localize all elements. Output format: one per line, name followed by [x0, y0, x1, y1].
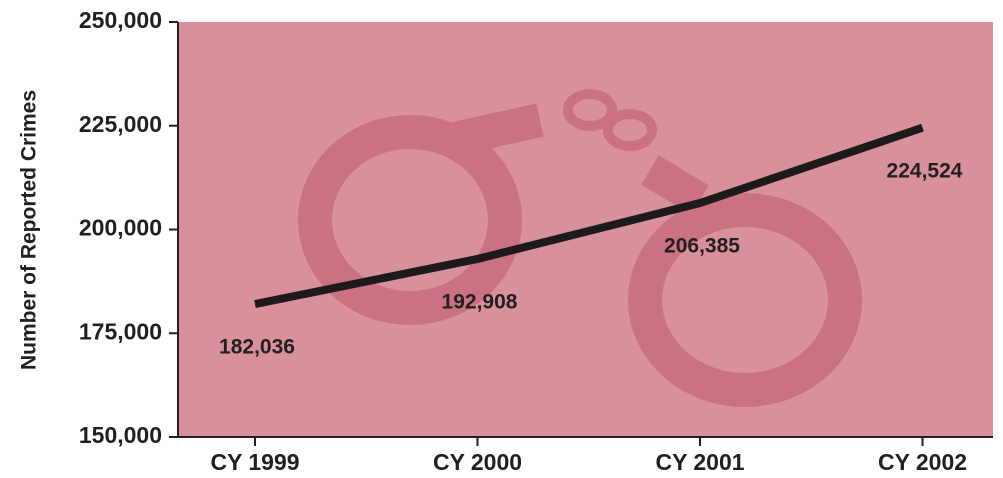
y-tick-label: 150,000	[79, 422, 162, 448]
data-label: 182,036	[219, 336, 295, 359]
y-tick-label: 175,000	[79, 318, 162, 344]
y-tick-label: 225,000	[79, 111, 162, 137]
y-axis-title: Number of Reported Crimes	[18, 90, 41, 370]
handcuffs-decoration	[298, 89, 862, 407]
data-line	[254, 123, 924, 308]
x-tick-label: CY 2002	[878, 449, 967, 475]
x-tick-label: CY 1999	[210, 449, 299, 475]
y-tick-label: 200,000	[79, 215, 162, 241]
y-tick-label: 250,000	[79, 7, 162, 33]
data-label: 206,385	[664, 235, 740, 258]
data-label: 224,524	[887, 159, 963, 182]
x-tick-label: CY 2000	[433, 449, 522, 475]
data-label: 192,908	[442, 290, 518, 313]
x-tick-label: CY 2001	[655, 449, 744, 475]
